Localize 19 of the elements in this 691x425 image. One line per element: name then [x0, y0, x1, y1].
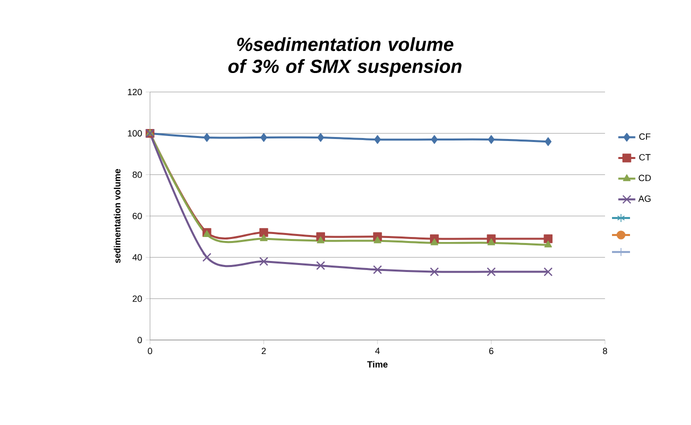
legend-label: CD — [638, 174, 651, 182]
x-tick-label: 6 — [489, 348, 494, 354]
y-tick-label: 80 — [132, 171, 142, 178]
x-tick-label: 4 — [375, 348, 380, 354]
y-tick-label: 20 — [132, 295, 142, 302]
y-tick-label: 0 — [138, 336, 142, 344]
x-tick-label: 8 — [602, 348, 608, 354]
x-axis-title: Time — [367, 360, 388, 368]
y-tick-label: 120 — [128, 88, 142, 96]
y-axis-title: sedimentation volume — [114, 168, 120, 264]
y-tick-label: 60 — [132, 212, 142, 220]
legend-label: AG — [638, 195, 651, 202]
y-tick-label: 100 — [128, 130, 142, 137]
legend-label: CF — [639, 133, 650, 140]
x-tick-label: 2 — [262, 348, 266, 354]
legend-label: CT — [639, 154, 651, 160]
y-tick-label: 40 — [132, 254, 142, 261]
x-tick-label: 0 — [148, 348, 152, 354]
chart-title: %sedimentation volume of 3% of SMX suspension — [228, 37, 462, 77]
